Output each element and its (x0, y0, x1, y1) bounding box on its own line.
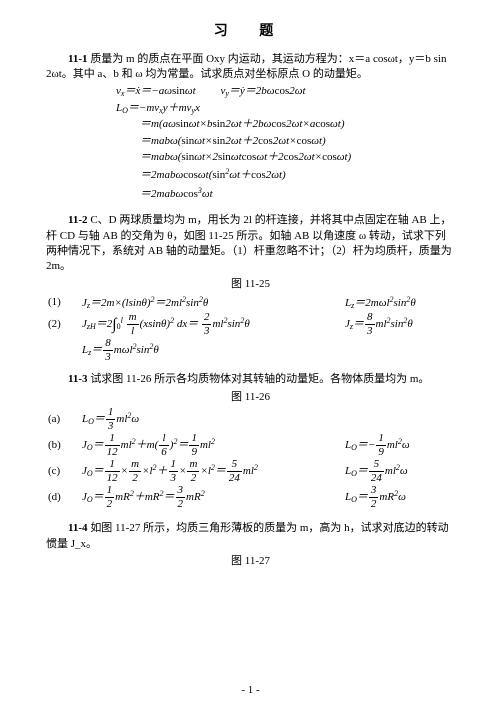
problem-11-4-label: 11-4 (68, 522, 88, 534)
row-b: (b) JO＝112ml2＋m(l6)2＝19ml2 LO＝−19ml2ω (46, 433, 455, 458)
row-a: (a) LO＝13ml2ω (46, 407, 455, 432)
eq-11-1-s2: ＝mabω(sinωt×sin2ωt＋2cos2ωt×cosωt) (140, 134, 455, 149)
eq-d-right: LO＝32mR2ω (345, 485, 455, 510)
eq-11-2-part1: (1) Jz＝2m×(lsinθ)2＝2ml2sin2θ Lz＝2mωl2sin… (46, 294, 455, 311)
eq-11-2-1-left: Jz＝2m×(lsinθ)2＝2ml2sin2θ (82, 294, 345, 311)
problem-11-1-label: 11-1 (68, 53, 88, 65)
eq-11-1-L0: LO＝−mvxy＋mvyx (116, 101, 455, 116)
eq-11-2-part2b: Lz＝83mωl2sin2θ (46, 338, 455, 363)
problem-11-1-body: 质量为 m 的质点在平面 Oxy 内运动，其运动方程为：x＝a cosωt，y＝… (46, 53, 447, 80)
label-a: (a) (46, 412, 82, 427)
label-c: (c) (46, 464, 82, 479)
problem-11-2-label: 11-2 (68, 214, 88, 226)
problem-11-2-body: C、D 两球质量均为 m，用长为 2l 的杆连接，并将其中点固定在轴 AB 上，… (46, 214, 452, 272)
caption-11-27: 图 11-27 (46, 554, 455, 569)
eq-11-2-2-left: JzH＝2∫0l ml(xsinθ)2 dx＝ 23ml2sin2θ (82, 312, 345, 337)
label-d: (d) (46, 490, 82, 505)
eq-11-2-2-Lz: Lz＝83mωl2sin2θ (82, 338, 345, 363)
part2-label: (2) (46, 317, 82, 332)
eq-d-left: JO＝12mR2＋mR2＝32mR2 (82, 485, 345, 510)
eq-c-right: LO＝524ml2ω (345, 459, 455, 484)
row-d: (d) JO＝12mR2＋mR2＝32mR2 LO＝32mR2ω (46, 485, 455, 510)
page-title: 习 题 (46, 22, 455, 42)
eq-a-left: LO＝13ml2ω (82, 407, 345, 432)
physics-problem-page: 习 题 11-1 质量为 m 的质点在平面 Oxy 内运动，其运动方程为：x＝a… (0, 0, 501, 569)
eq-c-left: JO＝112×m2×l2＋13×m2×l2＝524ml2 (82, 459, 345, 484)
eq-11-2-1-right: Lz＝2mωl2sin2θ (345, 294, 455, 311)
eq-11-1-s1: ＝m(aωsinωt×bsin2ωt＋2bωcos2ωt×acosωt) (140, 117, 455, 132)
problem-11-3-text: 11-3 试求图 11-26 所示各均质物体对其转轴的动量矩。各物体质量均为 m… (46, 372, 455, 387)
eq-11-1-s4: ＝2mabωcosωt(sin2ωt＋cos2ωt) (140, 166, 455, 183)
problem-11-1-text: 11-1 质量为 m 的质点在平面 Oxy 内运动，其运动方程为：x＝a cos… (46, 52, 455, 83)
caption-11-26: 图 11-26 (46, 390, 455, 405)
eq-b-left: JO＝112ml2＋m(l6)2＝19ml2 (82, 433, 345, 458)
label-b: (b) (46, 438, 82, 453)
page-footer: - 1 - (0, 683, 501, 698)
eq-11-1-s5: ＝2mabωcos3ωt (140, 185, 455, 202)
eq-11-1-s3: ＝mabω(sinωt×2sinωtcosωt＋2cos2ωt×cosωt) (140, 150, 455, 165)
problem-11-3-label: 11-3 (68, 373, 88, 385)
eq-11-2-part2a: (2) JzH＝2∫0l ml(xsinθ)2 dx＝ 23ml2sin2θ J… (46, 312, 455, 337)
problem-11-4-text: 11-4 如图 11-27 所示，均质三角形薄板的质量为 m，高为 h，试求对底… (46, 521, 455, 552)
problem-11-4-body: 如图 11-27 所示，均质三角形薄板的质量为 m，高为 h，试求对底边的转动惯… (46, 522, 449, 549)
row-c: (c) JO＝112×m2×l2＋13×m2×l2＝524ml2 LO＝524m… (46, 459, 455, 484)
part1-label: (1) (46, 295, 82, 310)
eq-b-right: LO＝−19ml2ω (345, 433, 455, 458)
problem-11-3-body: 试求图 11-26 所示各均质物体对其转轴的动量矩。各物体质量均为 m。 (88, 373, 430, 385)
eq-11-1-vel: vx＝ẋ＝−aωsinωt vy＝ẏ＝2bωcos2ωt (116, 84, 455, 99)
caption-11-25: 图 11-25 (46, 277, 455, 292)
eq-11-2-2-right: Jz＝83ml2sin2θ (345, 312, 455, 337)
problem-11-2-text: 11-2 C、D 两球质量均为 m，用长为 2l 的杆连接，并将其中点固定在轴 … (46, 213, 455, 275)
